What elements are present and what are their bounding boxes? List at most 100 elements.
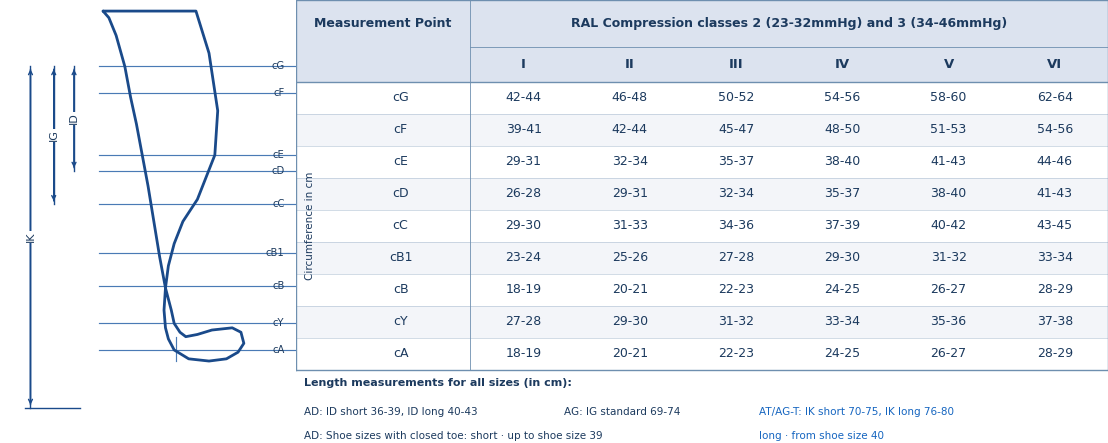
Text: cY: cY	[273, 319, 285, 328]
Text: cC: cC	[392, 219, 409, 233]
Text: 26-27: 26-27	[931, 347, 966, 361]
Text: cA: cA	[393, 347, 409, 361]
Text: 29-31: 29-31	[612, 187, 648, 200]
Text: RAL Compression classes 2 (23-32mmHg) and 3 (34-46mmHg): RAL Compression classes 2 (23-32mmHg) an…	[571, 17, 1007, 30]
Text: IV: IV	[834, 58, 850, 71]
Text: cC: cC	[273, 199, 285, 209]
Text: long · from shoe size 40: long · from shoe size 40	[759, 431, 884, 441]
Text: IK: IK	[25, 232, 35, 242]
Text: 26-27: 26-27	[931, 284, 966, 296]
Text: 29-30: 29-30	[505, 219, 542, 233]
Text: cB1: cB1	[389, 252, 412, 264]
Text: 35-36: 35-36	[931, 315, 966, 328]
Text: 20-21: 20-21	[612, 347, 648, 361]
Text: 62-64: 62-64	[1037, 91, 1073, 105]
Text: 31-32: 31-32	[718, 315, 755, 328]
Text: VI: VI	[1047, 58, 1063, 71]
Text: cB1: cB1	[266, 248, 285, 257]
Text: 33-34: 33-34	[1037, 252, 1073, 264]
Bar	[296, 306, 1108, 338]
Text: 37-38: 37-38	[1037, 315, 1073, 328]
Text: AD: ID short 36-39, ID long 40-43: AD: ID short 36-39, ID long 40-43	[304, 407, 478, 417]
Bar	[296, 114, 1108, 146]
Text: cY: cY	[393, 315, 408, 328]
Text: cD: cD	[271, 166, 285, 175]
Text: 50-52: 50-52	[718, 91, 755, 105]
Text: AG: IG standard 69-74: AG: IG standard 69-74	[564, 407, 680, 417]
Text: 29-31: 29-31	[505, 155, 542, 168]
Text: Measurement Point: Measurement Point	[315, 17, 452, 30]
Text: II: II	[625, 58, 635, 71]
Text: cE: cE	[393, 155, 408, 168]
Text: 46-48: 46-48	[612, 91, 648, 105]
Bar	[296, 0, 1108, 82]
Bar	[296, 242, 1108, 274]
Text: 32-34: 32-34	[612, 155, 648, 168]
Text: 38-40: 38-40	[824, 155, 861, 168]
Text: 44-46: 44-46	[1037, 155, 1073, 168]
Text: 34-36: 34-36	[718, 219, 755, 233]
Text: 35-37: 35-37	[824, 187, 861, 200]
Bar	[296, 274, 1108, 306]
Text: Circumference in cm: Circumference in cm	[306, 172, 316, 280]
Text: cG: cG	[271, 62, 285, 71]
Text: 23-24: 23-24	[505, 252, 542, 264]
Text: 40-42: 40-42	[931, 219, 966, 233]
Text: cA: cA	[273, 345, 285, 355]
Text: 39-41: 39-41	[505, 124, 542, 136]
Text: 41-43: 41-43	[1037, 187, 1073, 200]
Text: 27-28: 27-28	[505, 315, 542, 328]
Text: 24-25: 24-25	[824, 284, 861, 296]
Text: 22-23: 22-23	[718, 347, 755, 361]
Text: 35-37: 35-37	[718, 155, 755, 168]
Text: 42-44: 42-44	[505, 91, 542, 105]
Text: AD: Shoe sizes with closed toe: short · up to shoe size 39: AD: Shoe sizes with closed toe: short · …	[304, 431, 603, 441]
Text: I: I	[521, 58, 526, 71]
Text: 41-43: 41-43	[931, 155, 966, 168]
Text: 51-53: 51-53	[931, 124, 967, 136]
Bar	[296, 338, 1108, 370]
Text: ID: ID	[69, 113, 79, 124]
Text: 45-47: 45-47	[718, 124, 755, 136]
Text: 20-21: 20-21	[612, 284, 648, 296]
Text: 25-26: 25-26	[612, 252, 648, 264]
Text: cG: cG	[392, 91, 409, 105]
Text: 28-29: 28-29	[1037, 347, 1073, 361]
Text: 22-23: 22-23	[718, 284, 755, 296]
Bar	[296, 370, 1108, 443]
Text: 42-44: 42-44	[612, 124, 648, 136]
Text: 31-32: 31-32	[931, 252, 966, 264]
Text: cF: cF	[393, 124, 408, 136]
Text: 26-28: 26-28	[505, 187, 542, 200]
Text: cE: cE	[273, 150, 285, 160]
Bar	[296, 210, 1108, 242]
Text: IG: IG	[49, 129, 59, 141]
Text: 29-30: 29-30	[612, 315, 648, 328]
Text: 32-34: 32-34	[718, 187, 755, 200]
Text: V: V	[944, 58, 954, 71]
Text: 24-25: 24-25	[824, 347, 861, 361]
Text: 37-39: 37-39	[824, 219, 861, 233]
Text: 43-45: 43-45	[1037, 219, 1073, 233]
Text: III: III	[729, 58, 743, 71]
Text: 48-50: 48-50	[824, 124, 861, 136]
Text: 33-34: 33-34	[824, 315, 860, 328]
Text: 31-33: 31-33	[612, 219, 648, 233]
Text: cF: cF	[274, 88, 285, 98]
Text: 38-40: 38-40	[931, 187, 967, 200]
Bar	[296, 146, 1108, 178]
Text: 54-56: 54-56	[1037, 124, 1073, 136]
Text: 29-30: 29-30	[824, 252, 861, 264]
Text: cD: cD	[392, 187, 409, 200]
Text: AT/AG-T: IK short 70-75, IK long 76-80: AT/AG-T: IK short 70-75, IK long 76-80	[759, 407, 954, 417]
Text: Length measurements for all sizes (in cm):: Length measurements for all sizes (in cm…	[304, 378, 572, 388]
Bar	[296, 178, 1108, 210]
Text: 54-56: 54-56	[824, 91, 861, 105]
Text: cB: cB	[273, 281, 285, 291]
Text: cB: cB	[393, 284, 409, 296]
Text: 18-19: 18-19	[505, 284, 542, 296]
Bar	[296, 82, 1108, 114]
Text: 58-60: 58-60	[931, 91, 967, 105]
Text: 27-28: 27-28	[718, 252, 755, 264]
Text: 18-19: 18-19	[505, 347, 542, 361]
